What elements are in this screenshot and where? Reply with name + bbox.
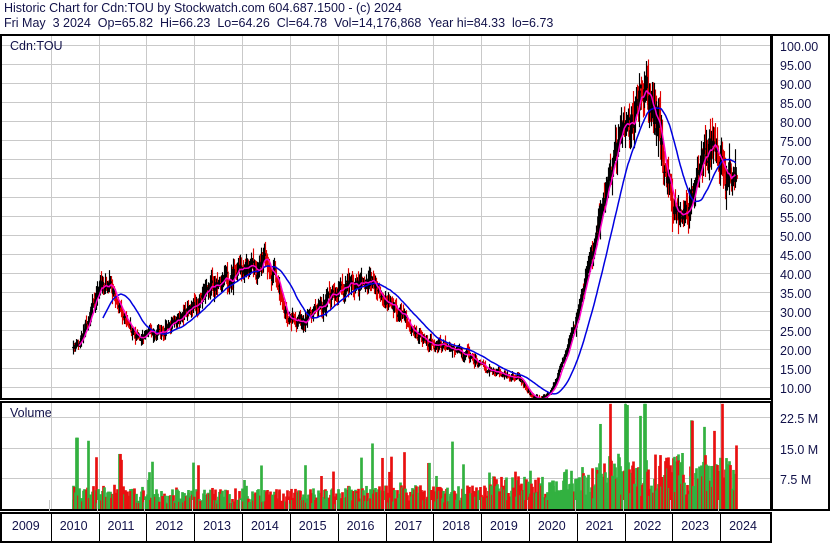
price-axis-label: 85.00 bbox=[780, 97, 812, 112]
chart-title-line: Historic Chart for Cdn:TOU by Stockwatch… bbox=[4, 1, 402, 15]
value-axis-panel: 100.00 95.00 90.00 85.00 80.00 75.00 70.00 65.0… bbox=[771, 34, 830, 511]
price-axis-label: 45.00 bbox=[780, 248, 812, 263]
chart-quote-line: Fri May 3 2024 Op=65.82 Hi=66.23 Lo=64.2… bbox=[4, 16, 554, 30]
year-tick bbox=[144, 500, 145, 512]
year-label-group: 2009 2010 2011 2012 2013 2014 2015 2016 2017 2018… bbox=[2, 514, 770, 541]
price-axis-label: 75.00 bbox=[780, 135, 812, 150]
price-panel-label: Cdn:TOU bbox=[10, 39, 63, 53]
year-separator bbox=[386, 514, 387, 541]
price-axis-label: 40.00 bbox=[780, 267, 812, 282]
year-separator bbox=[481, 514, 482, 541]
year-separator bbox=[146, 514, 147, 541]
year-axis-label: 2013 bbox=[203, 519, 231, 533]
price-axis-label: 95.00 bbox=[780, 59, 812, 74]
price-axis-label: 30.00 bbox=[780, 305, 812, 320]
year-axis-label: 2023 bbox=[681, 519, 710, 533]
year-axis-label: 2024 bbox=[729, 519, 757, 533]
year-axis-label: 2019 bbox=[490, 519, 518, 533]
volume-panel: Volume bbox=[0, 401, 772, 511]
year-separator bbox=[529, 514, 530, 541]
price-axis-label: 50.00 bbox=[780, 230, 812, 244]
year-tick bbox=[240, 500, 241, 512]
year-tick bbox=[384, 500, 385, 512]
price-panel: Cdn:TOU bbox=[0, 34, 772, 400]
price-axis-label: 20.00 bbox=[780, 343, 812, 358]
price-plot bbox=[2, 36, 770, 398]
year-axis-label: 2018 bbox=[442, 519, 471, 533]
year-tick bbox=[670, 500, 671, 512]
price-axis-label: 100.00 bbox=[780, 40, 819, 55]
price-axis-label: 35.00 bbox=[780, 286, 812, 301]
year-tick bbox=[623, 500, 624, 512]
year-axis-label: 2011 bbox=[107, 519, 135, 533]
price-axis-label: 55.00 bbox=[780, 211, 812, 226]
year-axis-label: 2010 bbox=[59, 519, 88, 533]
price-axis-label: 60.00 bbox=[780, 192, 812, 207]
volume-axis-label: 7.5 M bbox=[780, 473, 812, 488]
year-axis-label: 2014 bbox=[250, 519, 279, 533]
price-axis-label: 70.00 bbox=[780, 154, 812, 169]
year-axis-label: 2015 bbox=[298, 519, 327, 533]
year-axis-label: 2020 bbox=[537, 519, 566, 533]
year-tick bbox=[575, 500, 576, 512]
price-axis-label: 15.00 bbox=[780, 362, 812, 377]
year-separator bbox=[433, 514, 434, 541]
year-tick bbox=[479, 500, 480, 512]
year-tick-marks bbox=[0, 500, 772, 512]
year-axis-label: 2022 bbox=[633, 519, 662, 533]
year-tick bbox=[527, 500, 528, 512]
year-tick bbox=[336, 500, 337, 512]
year-separator bbox=[625, 514, 626, 541]
year-axis-label: 2017 bbox=[394, 519, 423, 533]
price-axis-label: 25.00 bbox=[780, 324, 812, 339]
year-tick bbox=[49, 500, 50, 512]
year-axis-label: 2012 bbox=[155, 519, 184, 533]
year-tick bbox=[192, 500, 193, 512]
volume-axis-label: 15.0 M bbox=[780, 442, 819, 457]
year-separator bbox=[290, 514, 291, 541]
price-axis-label: 90.00 bbox=[780, 78, 812, 93]
volume-axis-label: 22.5 M bbox=[780, 412, 819, 427]
year-tick bbox=[97, 500, 98, 512]
year-axis-label: 2016 bbox=[346, 519, 375, 533]
year-separator bbox=[99, 514, 100, 541]
year-tick bbox=[718, 500, 719, 512]
year-separator bbox=[672, 514, 673, 541]
price-axis-label: 10.00 bbox=[780, 381, 812, 396]
year-separator bbox=[720, 514, 721, 541]
price-axis-label: 65.00 bbox=[780, 173, 812, 188]
year-axis-label: 2021 bbox=[585, 519, 614, 533]
year-separator bbox=[242, 514, 243, 541]
year-tick bbox=[288, 500, 289, 512]
year-separator bbox=[194, 514, 195, 541]
year-axis-label: 2009 bbox=[11, 519, 40, 533]
price-axis-label: 80.00 bbox=[780, 116, 812, 131]
year-separator bbox=[577, 514, 578, 541]
volume-plot bbox=[2, 403, 770, 509]
year-separator bbox=[51, 514, 52, 541]
year-axis-panel: 2009 2010 2011 2012 2013 2014 2015 2016 2017 2018… bbox=[0, 512, 772, 543]
volume-panel-label: Volume bbox=[10, 406, 52, 420]
year-tick bbox=[431, 500, 432, 512]
year-separator bbox=[338, 514, 339, 541]
